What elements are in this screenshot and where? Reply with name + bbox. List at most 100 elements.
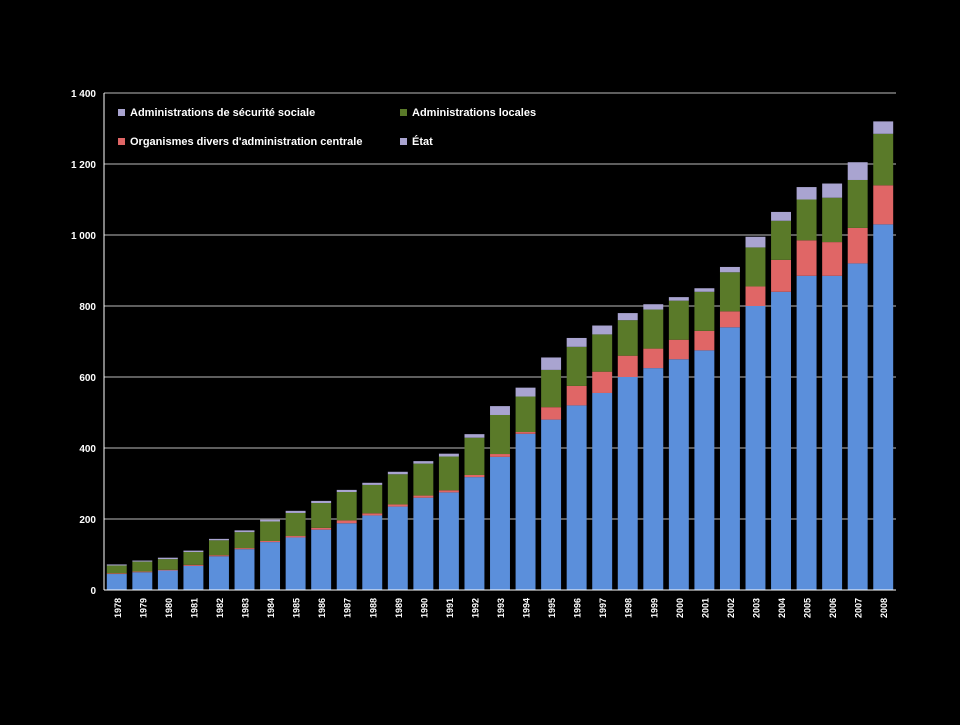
bar-segment [515, 396, 536, 433]
bar-segment [745, 247, 766, 287]
bar-segment [464, 434, 485, 438]
bar-segment [822, 197, 843, 243]
bar-segment [413, 463, 434, 496]
bar-segment [285, 536, 306, 538]
bar-segment [694, 291, 715, 331]
legend-swatch [400, 109, 407, 116]
bar-segment [541, 369, 562, 408]
x-tick-label: 1987 [343, 598, 353, 618]
bar-segment [387, 504, 408, 507]
x-tick-label: 1996 [573, 598, 583, 618]
bar-segment [643, 348, 664, 369]
bar-segment [311, 529, 332, 590]
legend-label: Administrations locales [412, 107, 536, 119]
bar-segment [234, 532, 255, 549]
bar-segment [771, 220, 791, 260]
x-tick-label: 1990 [419, 598, 429, 618]
bar-segment [311, 500, 332, 504]
x-tick-label: 2005 [803, 598, 813, 618]
bar-segment [668, 339, 689, 360]
bar-segment [796, 187, 817, 200]
bar-segment [285, 537, 306, 590]
bar-segment [771, 259, 791, 292]
bar-segment [566, 385, 587, 406]
bar-segment [771, 291, 791, 590]
bar-segment [745, 306, 766, 590]
bar-segment [132, 571, 153, 573]
legend-label: Administrations de sécurité sociale [130, 107, 315, 119]
bar-segment [592, 334, 613, 372]
bar-segment [719, 327, 740, 590]
x-tick-label: 2002 [726, 598, 736, 618]
bar-segment [209, 555, 229, 557]
bar-segment [643, 309, 664, 349]
bar-segment [515, 432, 536, 434]
x-tick-label: 1991 [445, 598, 455, 618]
x-tick-label: 1982 [215, 598, 225, 618]
bar-segment [260, 542, 281, 590]
x-tick-label: 1988 [368, 598, 378, 618]
bar-segment [541, 419, 562, 590]
bar-segment [362, 482, 383, 485]
bar-segment [183, 565, 204, 590]
bar-segment [796, 240, 817, 276]
bar-segment [694, 350, 715, 590]
bar-segment [617, 320, 638, 356]
bar-segment [847, 227, 868, 264]
bar-segment [157, 559, 178, 570]
bar-segment [311, 503, 332, 528]
bar-segment [260, 519, 281, 522]
bar-segment [873, 185, 894, 225]
legend-label: État [412, 135, 433, 148]
bar-segment [234, 548, 255, 550]
bar-segment [592, 325, 613, 335]
gridlines [104, 92, 896, 520]
bar-segment [209, 556, 229, 590]
bar-segment [643, 304, 664, 310]
legend: Administrations de sécurité sociale Admin… [118, 107, 536, 148]
legend-swatch [400, 138, 407, 145]
bar-segment [515, 433, 536, 590]
bar-segment [668, 359, 689, 590]
bar-segment [336, 492, 357, 521]
axes: 0 200 400 600 800 1 000 1 200 1 400 1978 1979 1980… [71, 89, 896, 618]
bar-segment [106, 574, 127, 590]
x-tick-label: 2007 [854, 598, 864, 618]
bar-segment [362, 484, 383, 514]
bar-segment [157, 570, 178, 590]
y-tick-label: 1 400 [71, 89, 96, 100]
x-tick-label: 1993 [496, 598, 506, 618]
bar-segment [490, 454, 510, 457]
y-tick-label: 800 [79, 302, 96, 313]
bar-segment [132, 572, 153, 590]
bar-segment [694, 288, 715, 292]
bar-segment [132, 560, 153, 562]
bar-segment [157, 557, 178, 560]
bar-segment [209, 538, 229, 541]
bar-segment [413, 495, 434, 498]
x-tick-label: 2000 [675, 598, 685, 618]
bar-segment [106, 564, 127, 566]
bar-segment [336, 520, 357, 524]
bar-segment [336, 489, 357, 493]
bar-segment [617, 377, 638, 590]
bar-segment [311, 527, 332, 530]
bar-segment [771, 211, 791, 221]
bar-segment [566, 405, 587, 590]
bar-segment [490, 456, 510, 590]
bar-segment [617, 313, 638, 321]
bar-segment [873, 224, 894, 590]
y-tick-label: 600 [79, 373, 96, 384]
bar-segment [694, 330, 715, 351]
x-tick-label: 1989 [394, 598, 404, 618]
bar-segment [183, 552, 204, 565]
legend-swatch [118, 138, 125, 145]
x-tick-label: 1994 [522, 598, 532, 618]
bar-segment [668, 297, 689, 301]
x-tick-label: 2004 [777, 598, 787, 618]
bar-segment [438, 490, 459, 493]
bar-segment [464, 474, 485, 478]
bar-segment [847, 263, 868, 590]
